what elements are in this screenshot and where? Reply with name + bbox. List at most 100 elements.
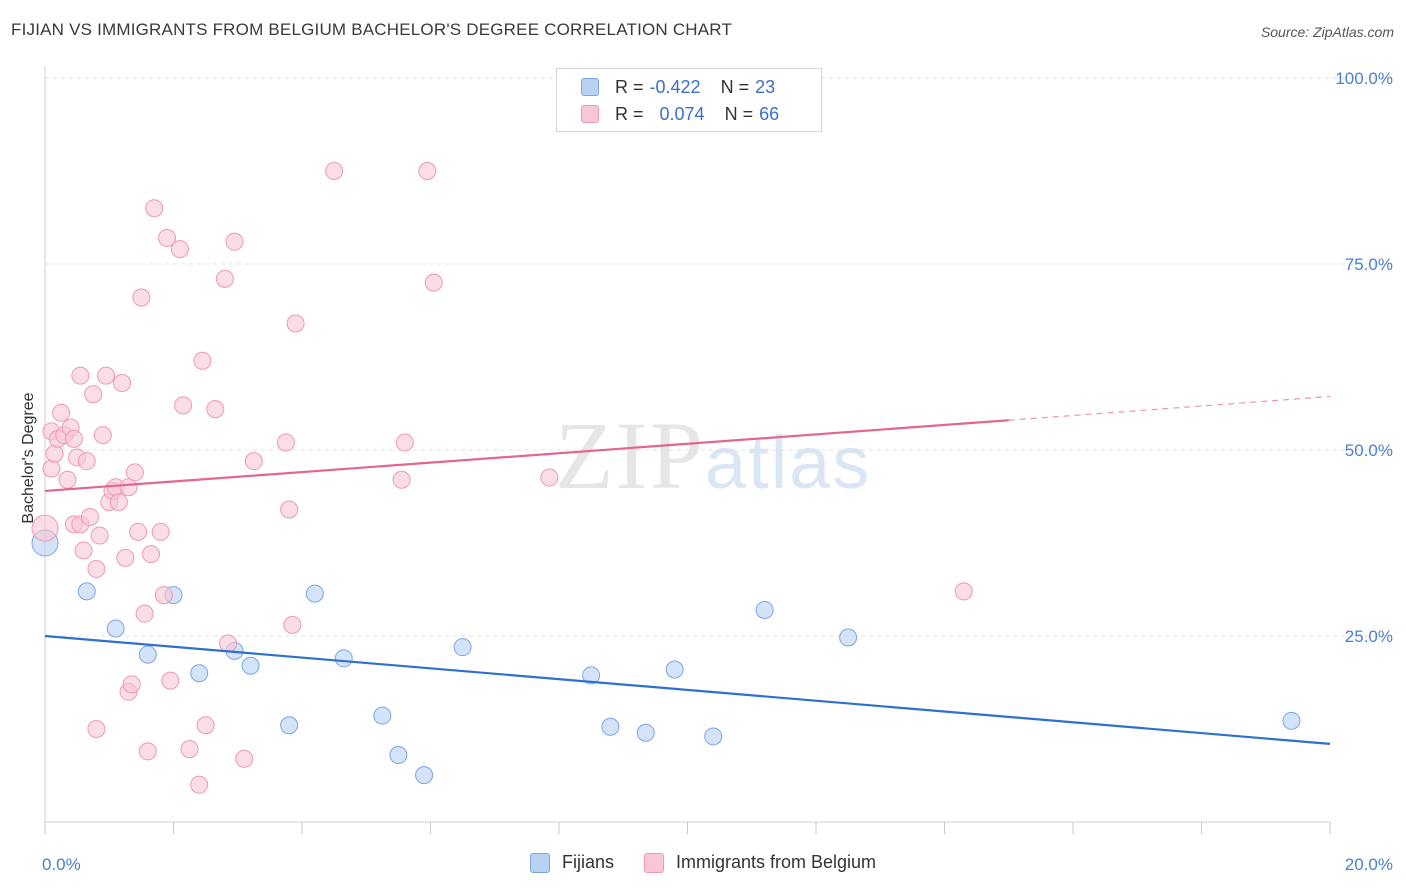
belgium-point-59: [325, 162, 344, 180]
belgium-point-20: [90, 526, 109, 545]
belgium-point-42: [161, 671, 180, 690]
belgium-point-22: [97, 366, 116, 385]
belgium-point-9: [64, 429, 83, 448]
x-tick-label-max: 20.0%: [1345, 855, 1393, 874]
legend-item-fijians: Fijians: [529, 852, 614, 873]
belgium-point-26: [109, 493, 128, 512]
fijians-n-value: 23: [755, 76, 776, 97]
belgium-point-32: [125, 463, 144, 482]
belgium-point-43: [170, 240, 189, 259]
belgium-point-2: [42, 459, 61, 478]
belgium-point-37: [142, 545, 161, 564]
belgium-point-36: [138, 742, 157, 761]
belgium-point-7: [58, 470, 77, 489]
fijians-point-22: [1282, 711, 1301, 730]
belgium-point-52: [225, 232, 244, 251]
fijians-trend-line: [44, 634, 1331, 745]
x-tick-label-min: 0.0%: [42, 855, 81, 874]
belgium-point-54: [244, 452, 263, 471]
belgium-r-label: R =: [615, 103, 644, 124]
belgium-point-33: [129, 522, 148, 541]
fijians-point-13: [415, 766, 434, 785]
belgium-point-49: [206, 400, 225, 419]
belgium-n-value: 66: [759, 103, 780, 124]
series-legend: Fijians Immigrants from Belgium: [0, 852, 1406, 873]
fijians-point-8: [280, 716, 299, 735]
belgium-point-50: [215, 269, 234, 288]
legend-fijians-swatch: [529, 852, 550, 873]
belgium-point-31: [122, 675, 141, 694]
belgium-point-41: [158, 228, 177, 247]
watermark: ZIPatlas: [555, 400, 871, 511]
fijians-point-7: [241, 656, 260, 675]
belgium-point-0: [31, 514, 59, 542]
legend-item-belgium: Immigrants from Belgium: [643, 852, 877, 873]
belgium-point-38: [145, 199, 164, 218]
fijians-point-16: [601, 717, 620, 736]
fijians-point-21: [839, 628, 858, 647]
fijians-point-11: [373, 706, 392, 725]
y-tick-label-50: 50.0%: [1345, 441, 1393, 460]
fijians-swatch: [581, 78, 599, 96]
belgium-point-53: [235, 749, 254, 768]
legend-row-belgium: R = 0.074 N = 66: [581, 101, 779, 127]
belgium-point-51: [219, 634, 238, 653]
belgium-point-40: [154, 586, 173, 605]
belgium-point-47: [193, 351, 212, 370]
belgium-point-14: [74, 541, 93, 560]
belgium-point-21: [93, 426, 112, 445]
chart-title: FIJIAN VS IMMIGRANTS FROM BELGIUM BACHEL…: [11, 20, 733, 39]
belgium-point-63: [424, 273, 443, 292]
belgium-point-5: [52, 403, 71, 422]
source-credit: Source: ZipAtlas.com: [1260, 24, 1394, 40]
fijians-point-18: [665, 660, 684, 679]
belgium-r-value: 0.074: [659, 103, 705, 124]
legend-belgium-swatch: [643, 852, 664, 873]
belgium-point-39: [151, 522, 170, 541]
belgium-trend-extension: [1008, 395, 1331, 421]
belgium-point-35: [135, 604, 154, 623]
belgium-point-17: [84, 385, 103, 404]
belgium-trend-line: [44, 419, 1009, 493]
belgium-point-45: [180, 740, 199, 759]
belgium-point-48: [196, 716, 215, 735]
y-tick-label-25: 25.0%: [1345, 627, 1393, 646]
watermark-zip: ZIP: [555, 402, 705, 509]
belgium-point-34: [132, 288, 151, 307]
y-axis-label: Bachelor's Degree: [20, 392, 37, 523]
belgium-point-15: [77, 452, 96, 471]
fijians-point-2: [106, 619, 125, 638]
fijians-r-value: -0.422: [649, 76, 701, 97]
belgium-point-19: [87, 560, 106, 579]
stats-legend: R = -0.422 N = 23 R = 0.074 N = 66: [556, 68, 822, 132]
fijians-point-12: [389, 746, 408, 765]
belgium-point-60: [392, 470, 411, 489]
fijians-point-15: [582, 666, 601, 685]
y-tick-label-75: 75.0%: [1345, 255, 1393, 274]
legend-fijians-label: Fijians: [561, 852, 614, 872]
belgium-point-44: [174, 396, 193, 415]
fijians-point-9: [305, 584, 324, 603]
belgium-point-64: [540, 468, 559, 487]
belgium-point-12: [71, 366, 90, 385]
belgium-point-27: [113, 374, 132, 393]
legend-belgium-label: Immigrants from Belgium: [675, 852, 877, 872]
y-tick-label-100: 100.0%: [1335, 69, 1393, 88]
belgium-point-57: [283, 615, 302, 634]
belgium-point-65: [954, 582, 973, 601]
belgium-point-46: [190, 775, 209, 794]
belgium-point-28: [116, 548, 135, 567]
belgium-point-55: [276, 433, 295, 452]
fijians-point-5: [190, 664, 209, 683]
fijians-n-label: N =: [720, 76, 750, 97]
belgium-swatch: [581, 105, 599, 123]
belgium-point-61: [395, 433, 414, 452]
belgium-point-18: [87, 720, 106, 738]
fijians-r-label: R =: [615, 76, 644, 97]
belgium-point-16: [80, 507, 99, 526]
belgium-point-29: [119, 478, 138, 497]
fijians-point-19: [704, 727, 723, 746]
belgium-point-62: [418, 162, 437, 180]
fijians-point-14: [453, 638, 472, 657]
